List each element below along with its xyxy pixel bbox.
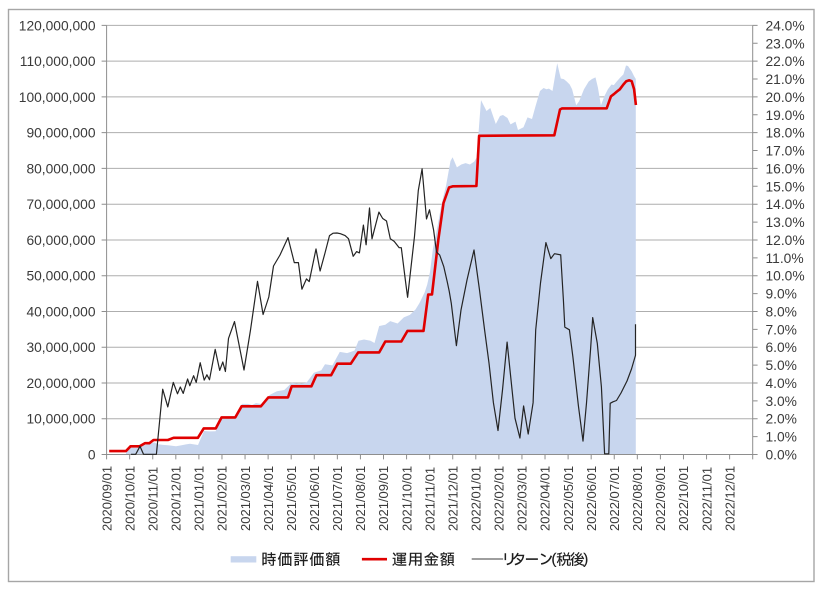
- svg-text:7.0%: 7.0%: [766, 322, 797, 337]
- svg-text:2021/11/01: 2021/11/01: [422, 467, 437, 531]
- svg-text:2020/11/01: 2020/11/01: [145, 467, 160, 531]
- svg-text:120,000,000: 120,000,000: [19, 18, 96, 33]
- svg-text:0: 0: [88, 448, 96, 463]
- svg-text:2022/09/01: 2022/09/01: [653, 466, 668, 531]
- svg-text:2022/02/01: 2022/02/01: [492, 466, 507, 531]
- svg-text:110,000,000: 110,000,000: [20, 54, 96, 69]
- svg-text:2021/01/01: 2021/01/01: [192, 466, 207, 531]
- svg-text:70,000,000: 70,000,000: [26, 197, 95, 212]
- svg-text:2021/08/01: 2021/08/01: [353, 466, 368, 531]
- svg-text:2021/04/01: 2021/04/01: [261, 466, 276, 531]
- svg-text:1.0%: 1.0%: [766, 430, 797, 445]
- svg-text:2021/12/01: 2021/12/01: [445, 466, 460, 531]
- svg-text:20,000,000: 20,000,000: [26, 376, 95, 391]
- svg-text:2021/03/01: 2021/03/01: [238, 466, 253, 531]
- svg-text:9.0%: 9.0%: [766, 287, 797, 302]
- svg-text:90,000,000: 90,000,000: [26, 126, 95, 141]
- svg-text:10,000,000: 10,000,000: [26, 412, 95, 427]
- svg-text:2022/08/01: 2022/08/01: [630, 466, 645, 531]
- svg-text:10.0%: 10.0%: [766, 269, 805, 284]
- svg-text:2022/04/01: 2022/04/01: [538, 466, 553, 531]
- svg-text:20.0%: 20.0%: [766, 90, 805, 105]
- svg-text:22.0%: 22.0%: [766, 54, 805, 69]
- svg-text:2022/05/01: 2022/05/01: [561, 466, 576, 531]
- svg-text:17.0%: 17.0%: [766, 144, 805, 159]
- svg-text:2020/09/01: 2020/09/01: [99, 466, 114, 531]
- svg-text:2020/12/01: 2020/12/01: [169, 466, 184, 531]
- svg-text:15.0%: 15.0%: [766, 179, 805, 194]
- svg-text:24.0%: 24.0%: [766, 18, 805, 33]
- svg-text:8.0%: 8.0%: [766, 305, 797, 320]
- svg-text:100,000,000: 100,000,000: [19, 90, 96, 105]
- svg-text:60,000,000: 60,000,000: [26, 233, 95, 248]
- svg-text:2022/03/01: 2022/03/01: [515, 466, 530, 531]
- svg-text:16.0%: 16.0%: [766, 161, 805, 176]
- svg-text:2021/07/01: 2021/07/01: [330, 466, 345, 531]
- svg-text:2022/10/01: 2022/10/01: [676, 466, 691, 531]
- svg-text:2021/09/01: 2021/09/01: [376, 466, 391, 531]
- svg-text:2020/10/01: 2020/10/01: [122, 466, 137, 531]
- svg-text:40,000,000: 40,000,000: [26, 305, 95, 320]
- svg-text:12.0%: 12.0%: [766, 233, 805, 248]
- svg-text:2.0%: 2.0%: [766, 412, 797, 427]
- svg-text:2021/10/01: 2021/10/01: [399, 466, 414, 531]
- svg-text:13.0%: 13.0%: [766, 215, 805, 230]
- svg-text:6.0%: 6.0%: [766, 340, 797, 355]
- svg-text:2022/12/01: 2022/12/01: [722, 466, 737, 531]
- svg-text:18.0%: 18.0%: [766, 126, 805, 141]
- svg-text:2022/11/01: 2022/11/01: [699, 467, 714, 531]
- svg-text:2021/02/01: 2021/02/01: [215, 466, 230, 531]
- svg-text:2021/05/01: 2021/05/01: [284, 466, 299, 531]
- svg-text:21.0%: 21.0%: [766, 72, 805, 87]
- svg-text:2022/01/01: 2022/01/01: [469, 466, 484, 531]
- svg-text:0.0%: 0.0%: [766, 448, 797, 463]
- svg-text:2021/06/01: 2021/06/01: [307, 466, 322, 531]
- svg-text:4.0%: 4.0%: [766, 376, 797, 391]
- svg-text:50,000,000: 50,000,000: [26, 269, 95, 284]
- svg-text:30,000,000: 30,000,000: [26, 340, 95, 355]
- svg-text:19.0%: 19.0%: [766, 108, 805, 123]
- svg-text:80,000,000: 80,000,000: [26, 161, 95, 176]
- svg-text:14.0%: 14.0%: [766, 197, 805, 212]
- svg-text:11.0%: 11.0%: [766, 251, 804, 266]
- svg-text:2022/06/01: 2022/06/01: [584, 466, 599, 531]
- svg-text:2022/07/01: 2022/07/01: [607, 466, 622, 531]
- svg-text:3.0%: 3.0%: [766, 394, 797, 409]
- svg-text:5.0%: 5.0%: [766, 358, 797, 373]
- svg-text:23.0%: 23.0%: [766, 36, 805, 51]
